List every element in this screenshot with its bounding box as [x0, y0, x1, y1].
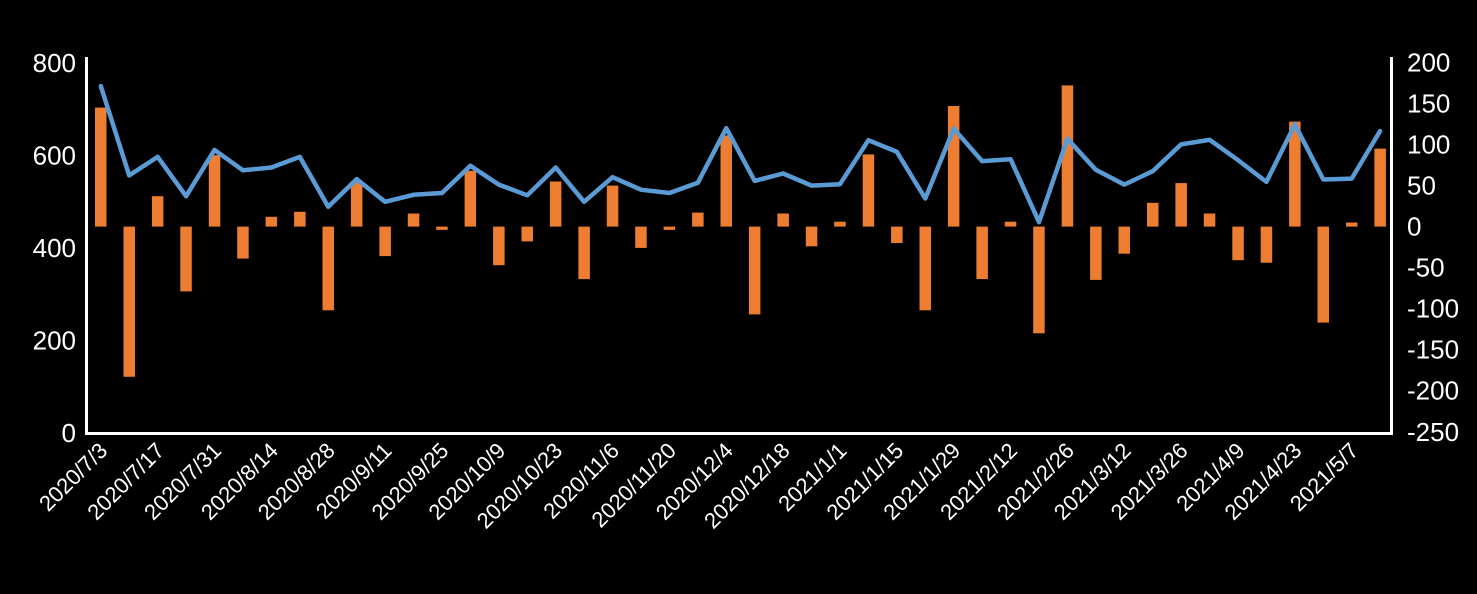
bar — [1033, 226, 1045, 334]
right-axis-tick-label: 50 — [1407, 171, 1436, 201]
bar — [891, 226, 903, 243]
bar — [1260, 226, 1273, 263]
right-axis-tick-label: 200 — [1407, 47, 1450, 77]
bar — [748, 226, 761, 315]
bar — [1175, 183, 1187, 227]
line-series — [98, 83, 1383, 225]
right-axis-tick-label: -150 — [1407, 335, 1459, 365]
bar — [1147, 202, 1159, 227]
bar — [777, 213, 789, 227]
left-axis-tick-label: 200 — [33, 326, 76, 356]
bar — [521, 226, 533, 242]
bar — [578, 226, 590, 280]
bar — [1346, 222, 1358, 227]
bar — [692, 212, 704, 227]
bar — [805, 226, 818, 247]
bar — [407, 213, 420, 227]
bar — [976, 226, 988, 280]
bar — [1317, 226, 1329, 323]
bar — [862, 154, 875, 227]
right-axis-tick-label: 100 — [1407, 130, 1450, 160]
bar — [606, 185, 619, 227]
left-axis-tick-label: 400 — [33, 233, 76, 263]
right-axis-line — [1390, 57, 1393, 435]
bar — [1090, 226, 1102, 280]
bar — [294, 211, 306, 227]
left-axis-tick-label: 800 — [33, 48, 76, 78]
bar — [123, 226, 135, 377]
bar — [1232, 226, 1244, 261]
bar — [1374, 148, 1386, 227]
left-axis-line — [85, 57, 88, 435]
bar — [1203, 213, 1216, 227]
bar — [436, 226, 448, 230]
bar — [379, 226, 391, 257]
bar — [95, 107, 107, 227]
bar — [350, 181, 363, 227]
bar — [1118, 226, 1130, 254]
left-axis-tick-label: 0 — [62, 418, 76, 448]
bar — [464, 170, 477, 227]
bar — [237, 226, 249, 259]
bar — [549, 181, 562, 227]
bar — [151, 196, 164, 227]
right-axis-tick-label: -100 — [1407, 294, 1459, 324]
bar — [947, 106, 960, 227]
right-axis-tick-label: -50 — [1407, 253, 1445, 283]
left-axis-tick-label: 600 — [33, 141, 76, 171]
right-axis-tick-label: 150 — [1407, 89, 1450, 119]
x-axis-line — [85, 432, 1393, 435]
bar — [493, 226, 505, 266]
right-axis-tick-label: 0 — [1407, 212, 1421, 242]
right-axis-tick-label: -250 — [1407, 417, 1459, 447]
bar — [1061, 85, 1074, 227]
bar — [1289, 121, 1301, 227]
bar — [265, 216, 278, 227]
bar — [834, 221, 846, 227]
bar — [635, 226, 647, 248]
bar — [180, 226, 192, 292]
right-axis-tick-label: -200 — [1407, 376, 1459, 406]
bar — [1004, 221, 1017, 227]
bar — [208, 155, 221, 227]
bar — [720, 135, 732, 227]
bar — [663, 226, 676, 230]
bar — [322, 226, 334, 311]
bar — [919, 226, 931, 311]
